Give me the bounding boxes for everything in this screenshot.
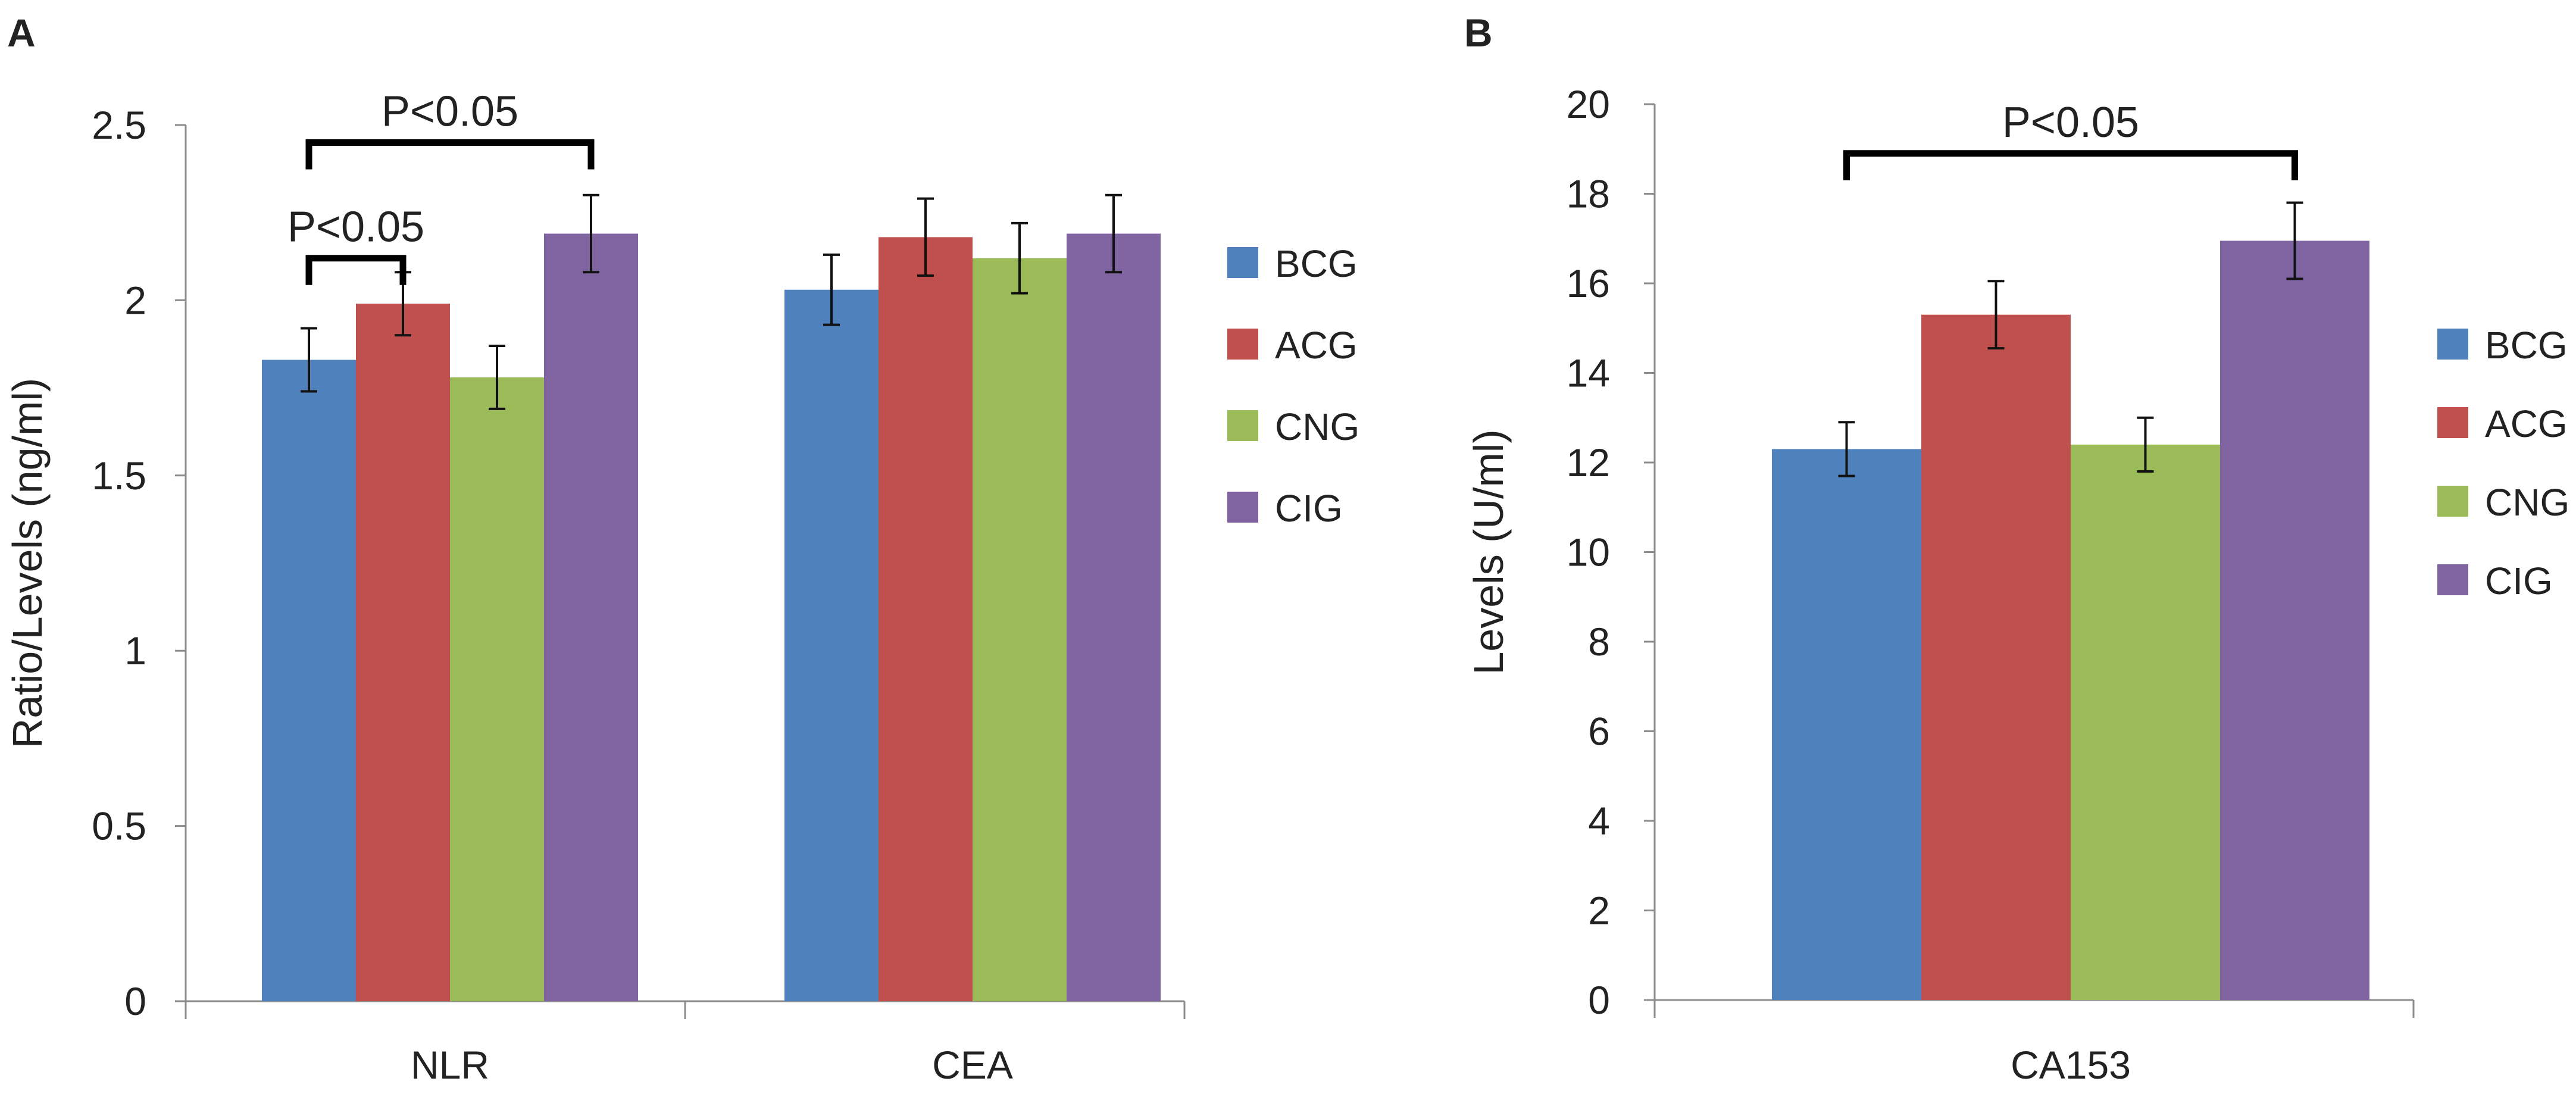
y-tick-label: 4	[1588, 799, 1610, 843]
panel-a: A 0 0.5 1 1.5 2 2.5 NLR CEA Ratio/Levels (ng/ml)…	[4, 11, 1359, 1087]
y-tick-label: 6	[1588, 710, 1610, 754]
bar-acg-nlr	[356, 304, 450, 1002]
y-tick-label: 0	[124, 979, 146, 1023]
y-tick-label: 0.5	[92, 804, 146, 848]
y-tick-label: 2.5	[92, 103, 146, 147]
y-axis-title: Levels (U/ml)	[1465, 429, 1512, 674]
legend-swatch-cng	[2437, 486, 2468, 517]
x-category-label: CA153	[2011, 1043, 2131, 1087]
bar-bcg-cea	[784, 289, 879, 1002]
y-tick-label: 10	[1567, 530, 1610, 574]
significance-label: P<0.05	[287, 204, 424, 251]
y-tick-label: 8	[1588, 620, 1610, 664]
bar-acg-ca153	[1921, 314, 2071, 1000]
y-tick-label: 16	[1567, 261, 1610, 305]
legend-label-cig: CIG	[1275, 487, 1343, 530]
y-tick-label: 20	[1567, 82, 1610, 126]
bar-cig-cea	[1067, 233, 1161, 1001]
panel-b: B 0 2 4 6 8 10 12 14 16 18 20 CA153 Levels (U/ml) BCG…	[1464, 11, 2569, 1087]
legend-label-acg: ACG	[2485, 402, 2568, 445]
panel-b-label: B	[1464, 11, 1493, 55]
legend-swatch-acg	[2437, 407, 2468, 438]
bar-bcg-ca153	[1772, 449, 1921, 1000]
bar-cig-ca153	[2220, 240, 2369, 1001]
legend-swatch-cig	[2437, 564, 2468, 595]
y-axis-title: Ratio/Levels (ng/ml)	[4, 378, 51, 748]
legend-label-cng: CNG	[2485, 481, 2569, 524]
legend-swatch-cig	[1227, 492, 1258, 523]
legend-swatch-acg	[1227, 329, 1258, 360]
y-tick-label: 1.5	[92, 454, 146, 498]
y-tick-label: 18	[1567, 172, 1610, 216]
bar-cng-nlr	[450, 377, 544, 1001]
y-tick-label: 2	[1588, 889, 1610, 933]
legend-swatch-bcg	[2437, 329, 2468, 360]
legend-swatch-bcg	[1227, 247, 1258, 278]
y-tick-label: 12	[1567, 440, 1610, 485]
legend-label-bcg: BCG	[1275, 242, 1358, 285]
x-category-label: NLR	[411, 1043, 489, 1087]
significance-bracket	[305, 255, 407, 285]
significance-bracket	[1843, 150, 2298, 180]
y-tick-label: 0	[1588, 978, 1610, 1022]
bar-cig-nlr	[544, 233, 638, 1001]
bar-cng-cea	[973, 258, 1067, 1001]
legend-label-acg: ACG	[1275, 324, 1358, 367]
significance-label: P<0.05	[2002, 99, 2139, 146]
bar-cng-ca153	[2071, 444, 2220, 1000]
legend-label-cng: CNG	[1275, 405, 1359, 448]
bar-acg-cea	[879, 237, 973, 1001]
bar-bcg-nlr	[262, 360, 356, 1001]
x-category-label: CEA	[932, 1043, 1013, 1087]
legend-label-bcg: BCG	[2485, 324, 2568, 367]
y-tick-label: 2	[124, 278, 146, 322]
legend-label-cig: CIG	[2485, 560, 2553, 602]
significance-bracket	[305, 139, 595, 170]
panel-a-label: A	[7, 11, 36, 55]
legend-swatch-cng	[1227, 410, 1258, 441]
significance-label: P<0.05	[382, 88, 518, 135]
y-tick-label: 14	[1567, 351, 1610, 395]
y-tick-label: 1	[124, 629, 146, 673]
